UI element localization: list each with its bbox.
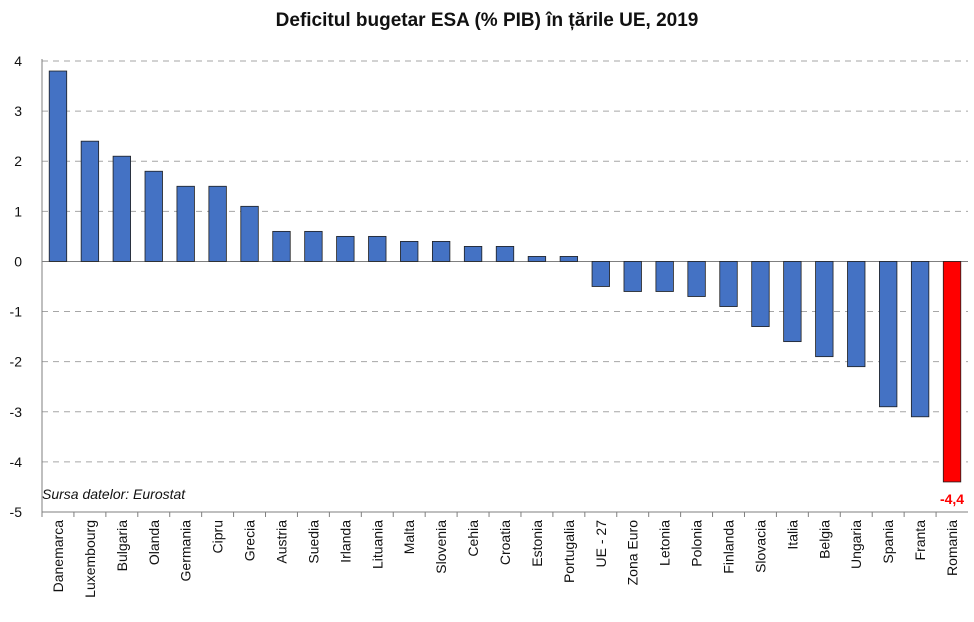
bar-polonia [687,261,706,297]
y-tick-label: 0 [14,253,22,269]
x-tick-label: Belgia [816,520,832,559]
x-tick-label: Suedia [305,520,321,564]
x-tick-label: Lituania [369,520,385,569]
bar-luxembourg [80,140,100,262]
bar-olanda [144,170,163,262]
bar-finlanda [719,261,738,307]
x-tick-label: UE - 27 [593,520,609,568]
x-axis: Danemarca Luxembourg Bulgaria Olanda Germani… [41,511,968,598]
data-label-romania: -4,4 [940,491,964,507]
y-tick-label: 2 [14,153,22,169]
x-tick-label: Spania [880,520,896,564]
y-tick-label: -4 [10,454,23,470]
x-tick-label: Grecia [242,520,258,561]
bar-belgia [815,261,834,358]
bar-letonia [655,261,674,292]
x-tick-label: Germania [178,520,194,582]
bar-slovacia [751,261,770,327]
y-tick-label: -2 [10,354,23,370]
x-tick-label: Finlanda [721,520,737,574]
chart-title: Deficitul bugetar ESA (% PIB) în țările … [275,10,699,31]
bar-portugalia [559,256,579,262]
x-tick-label: Slovacia [752,520,768,573]
bar-franta [910,261,930,418]
x-tick-label: Italia [784,520,800,550]
bar-germania [176,185,195,262]
x-tick-label: Olanda [146,520,162,565]
bar-ungaria [847,261,866,368]
x-tick-label: Polonia [689,520,705,567]
bar-cehia [463,246,483,262]
x-tick-label: Malta [401,520,417,554]
x-tick-label: Cipru [210,520,226,553]
bar-zona-euro [623,261,642,292]
bar-irlanda [336,235,355,262]
x-tick-label: Austria [273,520,289,564]
y-axis: 4 3 2 1 0 -1 -2 -3 -4 -5 [10,53,43,520]
x-tick-label: Danemarca [50,520,66,593]
x-tick-label: Slovenia [433,520,449,574]
y-tick-label: -1 [10,304,23,320]
y-tick-label: 1 [14,203,22,219]
x-tick-label: Luxembourg [82,520,98,598]
bar-romania [942,261,962,483]
bar-slovenia [431,240,451,262]
bars [48,70,962,483]
bar-austria [272,230,291,262]
x-tick-label: Zona Euro [625,520,641,586]
x-tick-label: Portugalia [561,520,577,583]
y-tick-label: -5 [10,504,23,520]
bar-bulgaria [112,155,131,262]
bar-suedia [304,230,323,262]
data-labels: -4,4 [940,491,964,507]
x-tick-label: Ungaria [848,520,864,569]
x-tick-label: Letonia [657,520,673,566]
x-tick-label: Cehia [465,520,481,557]
x-tick-label: Franta [912,520,928,561]
x-tick-label: Estonia [529,520,545,567]
bar-cipru [208,185,227,262]
bar-croatia [495,246,515,262]
x-tick-label: Romania [944,520,960,576]
bar-estonia [527,256,547,262]
y-tick-label: 3 [14,103,22,119]
bar-lituania [368,235,387,262]
x-tick-label: Bulgaria [114,520,130,572]
x-tick-label: Croatia [497,520,513,565]
bar-malta [400,240,419,262]
y-tick-label: -3 [10,404,23,420]
bar-ue-27 [591,261,610,287]
bar-spania [879,261,898,408]
y-tick-label: 4 [14,53,22,69]
x-tick-label: Irlanda [337,520,353,563]
bar-grecia [240,205,259,262]
bar-italia [783,261,802,343]
bar-danemarca [48,70,68,262]
source-note: Sursa datelor: Eurostat [42,486,186,502]
